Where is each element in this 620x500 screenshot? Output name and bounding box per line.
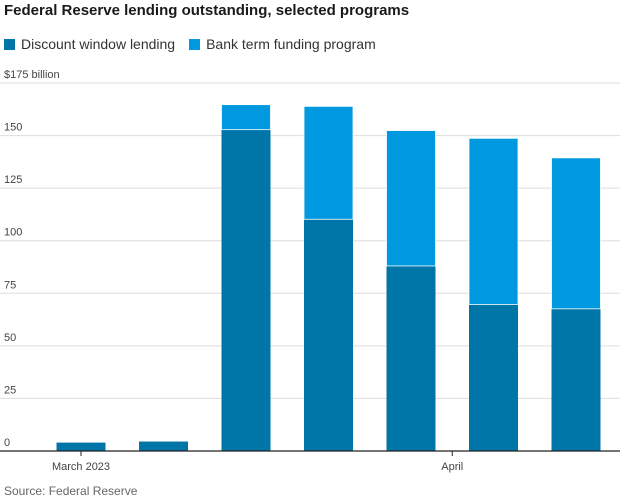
y-tick-label-0: 0 <box>4 437 10 449</box>
source-note: Source: Federal Reserve <box>4 484 138 498</box>
y-tick-label-100: 100 <box>4 227 22 239</box>
legend: Discount window lending Bank term fundin… <box>4 36 390 52</box>
bar-discount-5 <box>469 304 518 451</box>
bar-discount-1 <box>139 441 188 451</box>
bar-discount-3 <box>304 219 353 451</box>
bar-btfp-6 <box>551 157 601 310</box>
bar-discount-4 <box>386 265 436 451</box>
bar-discount-2 <box>221 129 271 452</box>
x-tick-label-0: March 2023 <box>52 461 110 473</box>
y-tick-label-50: 50 <box>4 332 16 344</box>
legend-swatch-discount <box>4 38 15 50</box>
y-tick-label-175: $175 billion <box>4 69 60 81</box>
y-tick-label-75: 75 <box>4 279 16 291</box>
x-tick-label-1: April <box>441 461 463 473</box>
legend-swatch-btfp <box>189 38 201 50</box>
chart-title: Federal Reserve lending outstanding, sel… <box>4 2 410 19</box>
legend-label-btfp: Bank term funding program <box>206 36 376 52</box>
y-tick-label-150: 150 <box>4 122 22 134</box>
y-tick-label-125: 125 <box>4 174 22 186</box>
bar-btfp-5 <box>468 137 519 305</box>
legend-item-btfp: Bank term funding program <box>189 36 376 52</box>
stacked-bar-chart: 0 25 50 75 100 125 150 $175 billion March 2023 Ap… <box>0 69 620 473</box>
bar-btfp-4 <box>386 130 436 267</box>
bar-discount-0 <box>56 442 106 451</box>
bar-btfp-3 <box>303 105 354 220</box>
bar-discount-6 <box>551 308 601 451</box>
bar-btfp-2 <box>221 104 271 131</box>
legend-item-discount: Discount window lending <box>4 36 175 52</box>
legend-label-discount: Discount window lending <box>21 36 176 52</box>
y-tick-label-25: 25 <box>4 384 16 396</box>
